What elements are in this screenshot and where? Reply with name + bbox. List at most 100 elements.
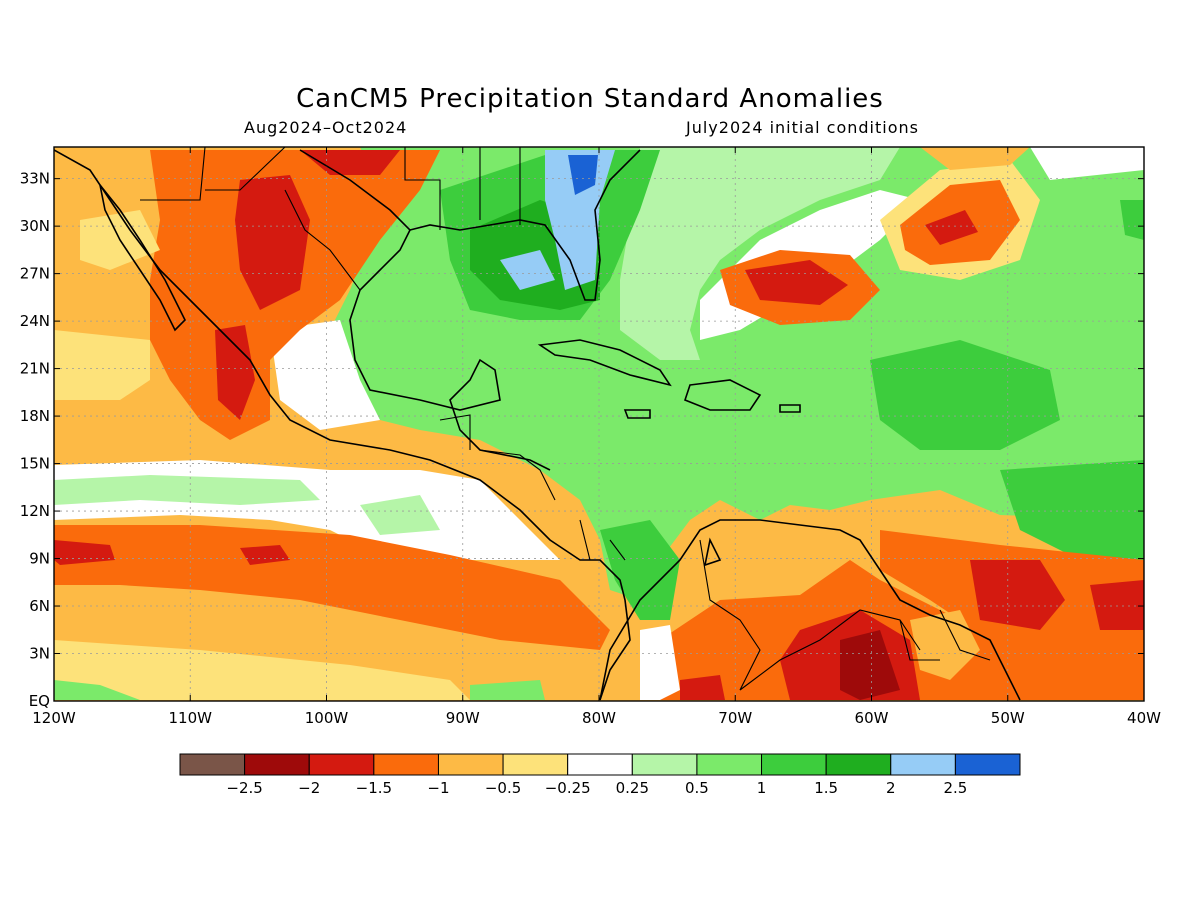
lat-tick-label: 12N: [20, 502, 50, 520]
period-label: Aug2024–Oct2024: [244, 118, 408, 137]
colorbar-swatch: [437, 753, 504, 776]
colorbar-label: 0.25: [616, 779, 649, 797]
colorbar-label: 2: [886, 779, 896, 797]
field-green-sw: [54, 680, 140, 700]
field-red-ea: [970, 560, 1065, 630]
colorbar-swatch: [308, 753, 375, 776]
field-white-mexico: [270, 320, 380, 430]
field-lightgreen-coastpac: [360, 495, 440, 535]
colorbar-label: −2: [298, 779, 320, 797]
lon-tick-label: 90W: [446, 709, 480, 727]
field-lightyellow-mexico: [54, 330, 150, 400]
field-lightyellow-pacific: [54, 640, 470, 700]
field-red-sa2: [680, 675, 725, 700]
field-red-pacific: [54, 540, 115, 565]
field-white-ne: [1030, 147, 1144, 180]
coast-jamaica: [623, 409, 651, 419]
coast-sa-north: [599, 519, 1021, 701]
lat-tick-label: 3N: [29, 645, 50, 663]
field-red-ea2: [1090, 580, 1144, 630]
lon-tick-label: 40W: [1127, 709, 1161, 727]
coast-gulf: [299, 149, 551, 471]
initial-conditions-label: July2024 initial conditions: [686, 118, 919, 137]
field-red-mexico: [235, 175, 310, 310]
colorbar-swatch: [825, 753, 892, 776]
colorbar-label: 0.5: [685, 779, 709, 797]
colorbar-swatch: [696, 753, 763, 776]
colorbar-swatch: [244, 753, 310, 776]
coastlines: [54, 149, 1021, 701]
border-us-mexico: [140, 147, 361, 291]
lat-tick-label: 9N: [29, 550, 50, 568]
borders: [140, 147, 991, 691]
coast-us-gulf: [409, 149, 641, 301]
coast-puerto-rico: [779, 404, 801, 413]
coast-lake: [703, 537, 722, 567]
field-green-sw2: [470, 680, 545, 700]
lat-tick-label: 30N: [20, 217, 50, 235]
colorbar-label: −2.5: [226, 779, 262, 797]
field-darkblue: [568, 155, 598, 195]
field-green-east: [1000, 460, 1144, 560]
colorbar-label: −1.5: [356, 779, 392, 797]
lat-tick-label: 6N: [29, 597, 50, 615]
colorbar-swatch: [502, 753, 569, 776]
colorbar-label: 1: [757, 779, 767, 797]
field-lightgreen-north: [620, 147, 900, 360]
colorbar-swatch: [179, 753, 246, 776]
colorbar-label: −0.25: [545, 779, 591, 797]
border-central-america: [439, 414, 626, 561]
field-darkred-sa: [840, 630, 900, 700]
field-green-panama: [600, 520, 680, 620]
colorbar-label: −1: [427, 779, 449, 797]
colorbar: −2.5 −2 −1.5 −1 −0.5 −0.25 0.25 0.5 1 1.5 2 2.5: [179, 753, 1021, 797]
grid-lines: [54, 147, 1144, 701]
coast-hispaniola: [684, 379, 762, 411]
field-blue-georgia: [545, 150, 615, 290]
border-us-states: [404, 147, 521, 230]
field-green-central: [870, 340, 1060, 450]
lat-tick-label: 21N: [20, 360, 50, 378]
field-white-sa: [640, 625, 680, 700]
field-orange-ne: [920, 147, 1030, 170]
colorbar-label: 1.5: [814, 779, 838, 797]
colorbar-swatch: [373, 753, 439, 776]
colorbar-swatch: [761, 753, 827, 776]
map-title: CanCM5 Precipitation Standard Anomalies: [296, 84, 884, 114]
field-lightgreen-pacific: [54, 475, 320, 505]
colorbar-label: −0.5: [485, 779, 521, 797]
longitude-axis: 120W 110W 100W 90W 80W 70W 60W 50W 40W: [32, 147, 1161, 727]
field-red-mexico3: [300, 150, 400, 175]
coast-baja: [99, 184, 186, 332]
latitude-axis: 33N 30N 27N 24N 21N 18N 15N 12N 9N 6N 3N EQ: [20, 170, 1144, 710]
lat-tick-label: 33N: [20, 170, 50, 188]
lat-tick-label: EQ: [29, 692, 50, 710]
field-red-atl1: [745, 260, 848, 305]
lon-tick-label: 120W: [32, 709, 76, 727]
lon-tick-label: 50W: [991, 709, 1025, 727]
lon-tick-label: 100W: [305, 709, 349, 727]
field-red-pacific2: [240, 545, 290, 565]
lon-tick-label: 70W: [718, 709, 752, 727]
lat-tick-label: 27N: [20, 265, 50, 283]
lon-tick-label: 110W: [169, 709, 213, 727]
colorbar-swatch: [954, 753, 1021, 776]
lat-tick-label: 18N: [20, 407, 50, 425]
coast-cuba: [537, 339, 672, 387]
lon-tick-label: 80W: [582, 709, 616, 727]
colorbar-swatch: [890, 753, 956, 776]
field-red-atl2: [925, 210, 978, 245]
lon-tick-label: 60W: [855, 709, 889, 727]
colorbar-swatch: [567, 753, 633, 776]
field-lightyellow-guyana: [910, 610, 980, 680]
lat-tick-label: 15N: [20, 455, 50, 473]
border-sa: [699, 539, 991, 691]
lat-tick-label: 24N: [20, 312, 50, 330]
field-orange-pacific: [54, 525, 610, 650]
field-blue-lightgulf: [500, 250, 555, 290]
colorbar-label: 2.5: [943, 779, 967, 797]
field-red-mexico2: [215, 325, 255, 420]
field-green-topright: [1120, 200, 1144, 240]
colorbar-swatch: [631, 753, 698, 776]
